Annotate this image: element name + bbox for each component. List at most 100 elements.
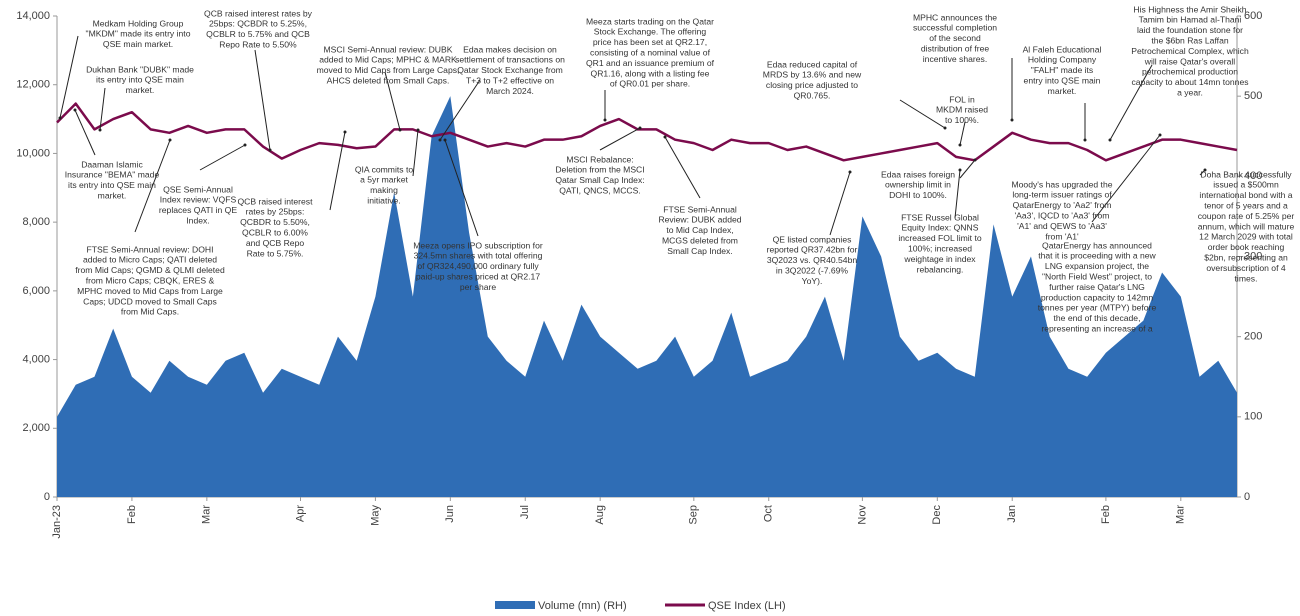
annotation-text: 100%; increased (908, 243, 972, 253)
annotation-text: petrochemical production (1142, 67, 1238, 77)
annotation-text: issued a $500mn (1213, 180, 1279, 190)
annotation-text: Moody's has upgraded the (1011, 179, 1112, 189)
annotation-text: market. (98, 190, 127, 200)
index-line (56, 102, 1238, 162)
annotation-text: Meeza opens IPO subscription for (413, 240, 543, 250)
annotation-text: in 3Q2022 (-7.69% (776, 265, 848, 275)
annotation-text: of QR0.01 per share. (610, 79, 690, 89)
x-tick-label: Jan (1006, 505, 1018, 523)
y2-tick-label: 100 (1244, 411, 1262, 423)
annotation-arrow (134, 139, 171, 233)
annotation-text: "FALH" made its (1031, 65, 1093, 75)
x-tick-label: Feb (1100, 505, 1112, 524)
annotation-text: Holding Company (1028, 55, 1097, 65)
annotation-text: "North Field West" project, to (1042, 271, 1152, 281)
x-tick-label: May (369, 505, 381, 526)
annotation-text: 324.5mn shares with total offering (414, 251, 543, 261)
annotation-text: 12 March 2029 with total (1199, 232, 1293, 242)
arrow-head (1010, 118, 1014, 122)
annotation-text: paid-up shares priced at QR2.17 (416, 271, 540, 281)
y-tick-label: 12,000 (16, 79, 50, 91)
annotation-text: $2bn, representing an (1204, 252, 1288, 262)
annotation-text: reported QR37.42bn for (767, 245, 858, 255)
arrow-head (58, 116, 62, 120)
x-tick-label: Aug (594, 505, 606, 525)
annotation-text: Equity Index: QNNS (902, 223, 979, 233)
annotation-arrow (439, 79, 481, 141)
annotation-text: long-term issuer ratings of (1012, 190, 1112, 200)
annotation-text: moved to Mid Caps from Large Caps; (317, 65, 460, 75)
annotation-text: 'Aa3', IQCD to 'Aa3' from (1015, 210, 1110, 220)
annotation-text: a 5yr market (360, 175, 408, 185)
annotation-text: further raise Qatar's LNG (1049, 282, 1145, 292)
y-tick-label: 14,000 (16, 10, 50, 22)
annotation-text: QSE Semi-Annual (163, 184, 233, 194)
arrow-head (243, 143, 247, 147)
annotation-text: successful completion (913, 23, 997, 33)
arrow-head (603, 118, 607, 122)
x-tick-label: Mar (201, 505, 213, 524)
annotation-text: QE listed companies (773, 234, 852, 244)
annotation-arrow (1109, 64, 1153, 141)
annotation-text: Deletion from the MSCI (555, 165, 644, 175)
y-tick-label: 2,000 (22, 422, 50, 434)
arrow-head (973, 158, 977, 162)
annotation-text: the $6bn Ras Laffan (1151, 35, 1228, 45)
annotation-text: per share (460, 282, 497, 292)
annotation-arrow (412, 129, 419, 177)
annotation-text: YoY). (802, 276, 823, 286)
annotation-text: QatarEnergy to 'Aa2' from (1013, 200, 1112, 210)
annotation-text: Tamim bin Hamad al-Thani (1139, 15, 1242, 25)
arrow-head (1158, 133, 1162, 137)
annotation-text: QR0.765. (794, 90, 831, 100)
annotation-text: capacity to about 14mn tonnes (1131, 77, 1248, 87)
annotation-text: 'A1' and QEWS to 'Aa3' (1017, 221, 1107, 231)
annotation-text: Caps; UDCD moved to Small Caps (83, 296, 217, 306)
annotation-arrow (199, 144, 246, 171)
annotation-text: consisting of a nominal value of (590, 47, 711, 57)
annotation-text: the end of this decade, (1054, 313, 1141, 323)
annotation-text: its entry into QSE main (68, 180, 156, 190)
annotation-text: rebalancing. (917, 264, 964, 274)
legend-label: QSE Index (LH) (708, 600, 786, 612)
arrow-head (398, 128, 402, 132)
annotation-text: distribution of free (921, 43, 990, 53)
y2-tick-label: 200 (1244, 331, 1262, 343)
annotation-text: "MKDM" made its entry into (86, 29, 191, 39)
annotation-arrow (959, 159, 976, 179)
annotation-text: FOL in (949, 94, 975, 104)
volume-area (57, 96, 1237, 498)
x-tick-label: Feb (126, 505, 138, 524)
arrow-head (943, 126, 947, 130)
annotation-text: rates by 25bps: (246, 207, 305, 217)
annotation-text: added to Micro Caps; QATI deleted (83, 255, 217, 265)
annotation-arrow (254, 49, 271, 151)
annotation-text: QCBLR to 6.00% (242, 227, 308, 237)
y-tick-label: 0 (44, 491, 50, 503)
annotation-arrow (99, 87, 106, 131)
annotation-text: QCBDR to 5.50%, (240, 217, 310, 227)
x-tick-label: Apr (294, 505, 306, 522)
annotation-text: entry into QSE main (1024, 75, 1101, 85)
annotation-text: QatarEnergy has announced (1042, 240, 1152, 250)
arrow-head (638, 126, 642, 130)
annotation-arrow (959, 121, 966, 146)
arrow-head (268, 148, 272, 152)
arrow-head (443, 138, 447, 142)
annotation-text: MSCI Rebalance: (566, 154, 633, 164)
annotation-text: LNG expansion project, the (1045, 261, 1149, 271)
annotation-text: QCB raised interest (238, 196, 314, 206)
annotation-text: QCB raised interest rates by (204, 8, 313, 18)
annotation-text: MCGS deleted from (662, 235, 738, 245)
annotation-text: will raise Qatar's overall (1144, 56, 1236, 66)
y-tick-label: 6,000 (22, 285, 50, 297)
annotation-text: from Mid Caps; QGMD & QLMI deleted (75, 265, 225, 275)
annotation-text: initiative. (367, 195, 400, 205)
annotation-text: of QR324,490,000 ordinary fully (417, 261, 539, 271)
arrow-head (168, 138, 172, 142)
annotation-text: coupon rate of 5.25% per (1198, 211, 1295, 221)
annotation-text: Index review: VQFS (160, 195, 237, 205)
annotation-text: annum, which will mature (1198, 221, 1295, 231)
annotation-text: Stock Exchange. The offering (594, 27, 707, 37)
